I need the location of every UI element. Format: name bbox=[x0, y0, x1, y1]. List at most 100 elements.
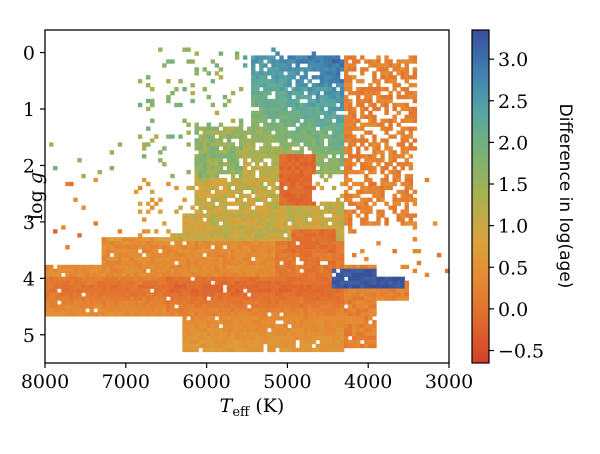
heat-cell bbox=[303, 94, 308, 100]
heat-cell bbox=[154, 260, 159, 266]
heat-cell bbox=[125, 245, 131, 250]
heat-cell bbox=[263, 169, 268, 175]
heat-cell bbox=[206, 276, 212, 281]
heat-cell bbox=[242, 177, 248, 183]
heat-cell bbox=[57, 312, 62, 317]
heat-cell bbox=[259, 241, 264, 246]
heat-cell bbox=[299, 94, 304, 100]
heat-cell bbox=[125, 272, 131, 278]
heat-cell bbox=[315, 276, 321, 281]
heat-cell bbox=[307, 122, 313, 127]
heat-cell bbox=[408, 162, 414, 167]
heat-cell bbox=[331, 59, 337, 64]
heat-cell bbox=[291, 209, 296, 214]
heat-cell bbox=[315, 154, 321, 159]
heat-cell bbox=[352, 118, 357, 123]
heat-cell bbox=[299, 288, 304, 293]
heat-cell bbox=[255, 102, 260, 108]
heat-cell bbox=[162, 280, 167, 285]
heat-cell bbox=[117, 264, 123, 270]
heat-cell bbox=[303, 75, 308, 80]
heat-cell bbox=[287, 201, 292, 206]
heat-cell bbox=[234, 189, 240, 195]
heat-cell bbox=[129, 272, 135, 278]
heat-cell bbox=[162, 146, 167, 151]
heat-cell bbox=[283, 98, 288, 104]
heat-cell bbox=[263, 189, 268, 195]
heat-cell bbox=[190, 284, 195, 289]
heat-cell bbox=[206, 225, 212, 230]
heat-cell bbox=[89, 296, 94, 301]
heat-cell bbox=[323, 114, 329, 120]
heat-cell bbox=[146, 252, 151, 258]
heat-cell bbox=[396, 90, 401, 96]
heat-cell bbox=[311, 241, 317, 246]
heat-cell bbox=[141, 264, 147, 270]
heat-cell bbox=[238, 217, 244, 222]
heat-cell bbox=[238, 126, 244, 131]
heat-cell bbox=[186, 229, 191, 234]
heat-cell bbox=[335, 312, 341, 317]
heat-cell bbox=[291, 205, 296, 210]
heat-cell bbox=[331, 233, 337, 238]
heat-cell bbox=[234, 55, 240, 60]
heat-cell bbox=[218, 162, 224, 167]
heat-cell bbox=[287, 260, 292, 266]
heat-cell bbox=[372, 142, 377, 147]
heat-cell bbox=[226, 308, 232, 313]
heat-cell bbox=[323, 280, 329, 285]
heat-cell bbox=[319, 316, 325, 321]
heat-cell bbox=[150, 268, 155, 274]
heat-cell bbox=[242, 347, 248, 353]
heat-cell bbox=[348, 229, 353, 234]
heat-cell bbox=[113, 264, 119, 270]
heat-cell bbox=[182, 347, 187, 353]
heat-cell bbox=[331, 312, 337, 317]
heat-cell bbox=[105, 264, 111, 270]
heat-cell bbox=[356, 284, 361, 289]
heat-cell bbox=[218, 343, 224, 349]
heat-cell bbox=[364, 331, 369, 337]
heat-cell bbox=[295, 134, 300, 139]
heat-cell bbox=[408, 90, 414, 96]
heat-cell bbox=[307, 142, 313, 147]
heat-cell bbox=[275, 288, 280, 293]
heat-cell bbox=[356, 138, 361, 143]
heat-cell bbox=[230, 177, 236, 183]
heat-cell bbox=[319, 225, 325, 230]
heat-cell bbox=[323, 217, 329, 222]
heat-cell bbox=[206, 166, 212, 171]
heat-cell bbox=[412, 71, 418, 76]
heat-cell bbox=[129, 292, 135, 297]
heat-cell bbox=[49, 264, 54, 270]
heat-cell bbox=[348, 288, 353, 293]
heat-cell bbox=[275, 94, 280, 100]
heat-cell bbox=[170, 284, 175, 289]
heat-cell bbox=[109, 272, 115, 278]
heat-cell bbox=[279, 300, 284, 305]
heat-cell bbox=[182, 339, 187, 345]
heat-cell bbox=[327, 229, 333, 234]
heat-cell bbox=[210, 335, 216, 341]
heat-cell bbox=[348, 138, 353, 143]
heat-cell bbox=[323, 229, 329, 234]
heat-cell bbox=[222, 296, 228, 301]
heat-cell bbox=[255, 316, 260, 321]
heat-cell bbox=[57, 280, 62, 285]
heat-cell bbox=[307, 209, 313, 214]
heat-cell bbox=[174, 241, 179, 246]
heat-cell bbox=[299, 225, 304, 230]
heat-cell bbox=[166, 292, 171, 297]
heat-cell bbox=[323, 328, 329, 333]
heat-cell bbox=[214, 245, 220, 250]
heat-cell bbox=[230, 324, 236, 329]
heat-cell bbox=[335, 304, 341, 309]
heat-cell bbox=[311, 296, 317, 301]
heat-cell bbox=[291, 225, 296, 230]
heat-cell bbox=[400, 197, 405, 202]
heat-cell bbox=[267, 79, 272, 84]
heat-cell bbox=[404, 90, 409, 96]
heat-cell bbox=[319, 339, 325, 345]
heat-cell bbox=[238, 221, 244, 226]
heat-cell bbox=[275, 312, 280, 317]
